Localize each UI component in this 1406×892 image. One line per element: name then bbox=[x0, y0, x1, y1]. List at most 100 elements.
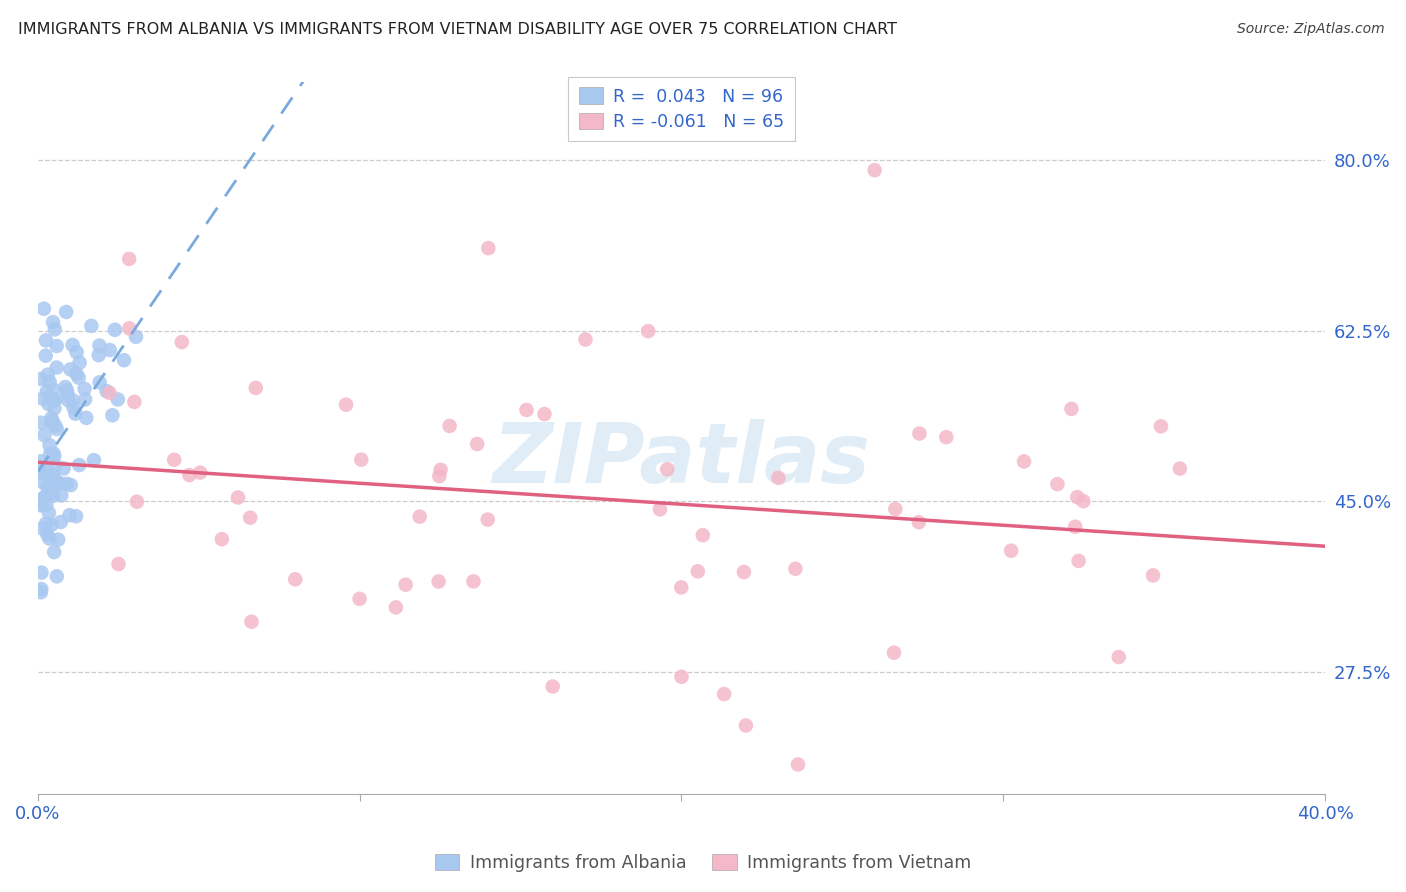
Point bbox=[49, 515, 72, 529]
Point bbox=[69, 355, 91, 369]
Point bbox=[439, 419, 461, 434]
Point bbox=[41, 486, 63, 500]
Point bbox=[463, 574, 485, 589]
Point bbox=[41, 414, 63, 428]
Point bbox=[75, 410, 97, 425]
Point bbox=[38, 375, 60, 389]
Point bbox=[118, 321, 141, 335]
Point bbox=[98, 343, 121, 357]
Point bbox=[45, 458, 67, 473]
Text: IMMIGRANTS FROM ALBANIA VS IMMIGRANTS FROM VIETNAM DISABILITY AGE OVER 75 CORREL: IMMIGRANTS FROM ALBANIA VS IMMIGRANTS FR… bbox=[18, 22, 897, 37]
Point bbox=[41, 411, 63, 425]
Point bbox=[31, 566, 53, 580]
Point bbox=[787, 757, 810, 772]
Point bbox=[37, 480, 59, 494]
Point bbox=[59, 362, 82, 376]
Point bbox=[395, 577, 418, 591]
Point bbox=[41, 416, 63, 430]
Point bbox=[1168, 461, 1191, 475]
Point bbox=[45, 569, 67, 583]
Point bbox=[908, 515, 931, 529]
Point bbox=[785, 562, 807, 576]
Point bbox=[37, 464, 59, 478]
Point bbox=[883, 646, 905, 660]
Point bbox=[65, 509, 87, 524]
Point bbox=[46, 475, 69, 490]
Point bbox=[245, 381, 267, 395]
Legend: Immigrants from Albania, Immigrants from Vietnam: Immigrants from Albania, Immigrants from… bbox=[427, 847, 979, 879]
Point bbox=[42, 489, 65, 503]
Point bbox=[41, 468, 63, 483]
Point bbox=[30, 499, 52, 513]
Point bbox=[44, 545, 66, 559]
Point bbox=[37, 527, 59, 541]
Point bbox=[52, 461, 75, 475]
Point bbox=[45, 422, 67, 436]
Point bbox=[35, 334, 58, 348]
Point bbox=[427, 574, 450, 589]
Point bbox=[32, 475, 55, 490]
Point bbox=[409, 509, 432, 524]
Point bbox=[284, 572, 307, 586]
Point bbox=[89, 376, 111, 390]
Point bbox=[908, 426, 931, 441]
Point bbox=[1064, 520, 1087, 534]
Point bbox=[477, 241, 499, 255]
Point bbox=[239, 510, 262, 524]
Point bbox=[686, 565, 709, 579]
Point bbox=[541, 680, 564, 694]
Point bbox=[42, 393, 65, 408]
Point bbox=[83, 453, 105, 467]
Point bbox=[66, 345, 89, 359]
Point bbox=[58, 393, 80, 408]
Point bbox=[44, 392, 66, 407]
Point bbox=[125, 494, 148, 508]
Point bbox=[98, 385, 121, 400]
Point bbox=[1060, 401, 1083, 416]
Point bbox=[53, 380, 76, 394]
Point bbox=[51, 488, 73, 502]
Point bbox=[38, 532, 60, 546]
Point bbox=[59, 478, 82, 492]
Point bbox=[112, 353, 135, 368]
Point bbox=[101, 409, 124, 423]
Point bbox=[349, 591, 371, 606]
Point bbox=[42, 472, 65, 486]
Point bbox=[34, 490, 56, 504]
Point bbox=[350, 452, 373, 467]
Point bbox=[31, 392, 53, 406]
Point bbox=[35, 516, 58, 531]
Point bbox=[62, 401, 84, 415]
Point bbox=[713, 687, 735, 701]
Point bbox=[1000, 543, 1022, 558]
Point bbox=[124, 395, 146, 409]
Point bbox=[80, 318, 103, 333]
Point bbox=[45, 339, 67, 353]
Point bbox=[65, 367, 87, 381]
Point bbox=[30, 582, 52, 596]
Point bbox=[1012, 454, 1035, 468]
Point bbox=[107, 392, 129, 407]
Point bbox=[39, 447, 62, 461]
Text: Source: ZipAtlas.com: Source: ZipAtlas.com bbox=[1237, 22, 1385, 37]
Point bbox=[35, 498, 58, 512]
Point bbox=[125, 330, 148, 344]
Point bbox=[87, 348, 110, 362]
Point bbox=[32, 301, 55, 316]
Point bbox=[65, 407, 87, 421]
Point bbox=[692, 528, 714, 542]
Point bbox=[73, 382, 96, 396]
Point bbox=[163, 452, 186, 467]
Point bbox=[30, 466, 52, 480]
Point bbox=[44, 322, 66, 336]
Point bbox=[38, 506, 60, 520]
Point bbox=[657, 462, 679, 476]
Point bbox=[35, 349, 58, 363]
Point bbox=[31, 521, 53, 535]
Point bbox=[44, 449, 66, 463]
Point bbox=[863, 163, 886, 178]
Point bbox=[637, 324, 659, 338]
Point bbox=[67, 370, 90, 384]
Point bbox=[44, 418, 66, 433]
Point bbox=[1108, 650, 1130, 665]
